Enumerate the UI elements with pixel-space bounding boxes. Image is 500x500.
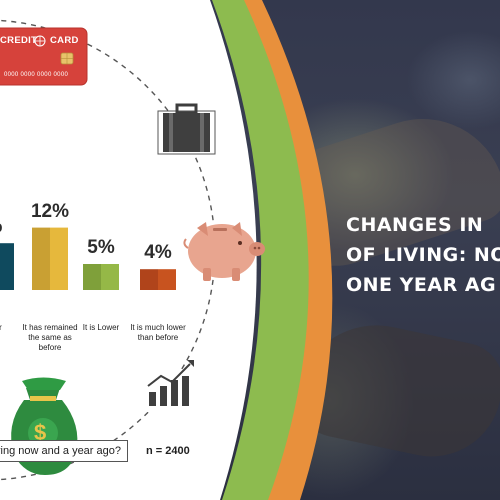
bar-3: [140, 269, 158, 290]
category-label: It is Lower: [82, 323, 120, 332]
bar-2: [83, 264, 101, 290]
credit-card-icon: [0, 27, 88, 86]
category-label: It is much lower than before: [130, 323, 186, 342]
bar-1-shade: [50, 227, 68, 290]
category-label: her: [0, 323, 16, 333]
bar-2-shade: [101, 264, 119, 290]
card-number: 0000 0000 0000 0000: [4, 72, 69, 78]
briefcase-icon: [157, 103, 216, 155]
bar-0-shade: [0, 243, 14, 290]
bar-3-shade: [158, 269, 176, 290]
bar-value-label: 5%: [87, 237, 115, 258]
growth-chart-icon: [147, 360, 195, 412]
category-label: It has remained the same as before: [22, 323, 78, 352]
question-box: living now and a year ago?: [0, 440, 128, 462]
title-line-3: ONE YEAR AG: [346, 274, 497, 296]
green-band: [212, 0, 309, 500]
bar-1: [32, 227, 50, 290]
bar-value-label: 12%: [30, 200, 70, 222]
sample-size: n = 2400: [146, 445, 190, 457]
bar-value-label: %: [0, 216, 14, 238]
title-line-1: CHANGES IN: [346, 214, 484, 236]
question-text: living now and a year ago?: [0, 445, 121, 457]
bars-group: [0, 227, 176, 290]
dollar-icon: $: [34, 420, 47, 445]
title-line-2: OF LIVING: NO: [346, 244, 500, 266]
card-label: CREDIT: [0, 35, 38, 46]
card-label-2: CARD: [50, 35, 79, 46]
piggy-bank-icon: [183, 222, 265, 281]
bar-value-label: 4%: [144, 242, 172, 264]
